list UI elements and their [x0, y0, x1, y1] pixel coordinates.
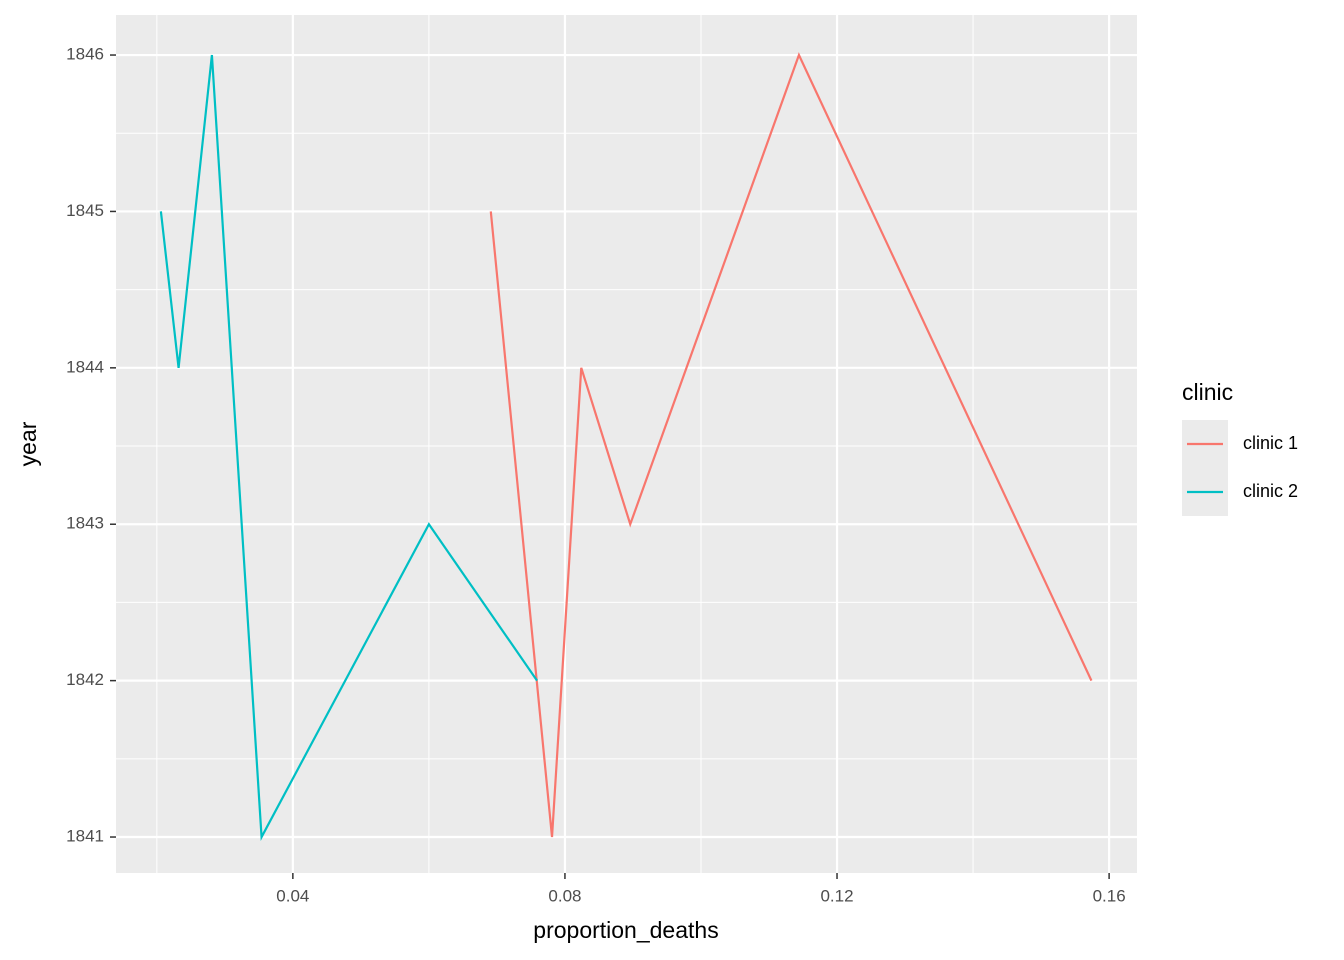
y-tick-label: 1844 — [66, 357, 104, 376]
x-tick-label: 0.16 — [1093, 886, 1126, 905]
legend-keys-background — [1182, 420, 1228, 516]
legend-label: clinic 1 — [1243, 433, 1298, 453]
y-tick-label: 1842 — [66, 670, 104, 689]
y-tick-label: 1841 — [66, 827, 104, 846]
y-tick-label: 1846 — [66, 45, 104, 64]
x-tick-label: 0.12 — [820, 886, 853, 905]
legend-label: clinic 2 — [1243, 481, 1298, 501]
legend-title: clinic — [1182, 379, 1233, 405]
x-axis-title: proportion_deaths — [533, 917, 718, 943]
y-tick-label: 1843 — [66, 514, 104, 533]
panel-background — [116, 15, 1137, 873]
y-tick-label: 1845 — [66, 201, 104, 220]
data-line — [489, 52, 1093, 838]
data-line — [159, 54, 538, 841]
y-axis-title: year — [15, 421, 41, 466]
x-tick-label: 0.04 — [276, 886, 309, 905]
x-tick-label: 0.08 — [548, 886, 581, 905]
